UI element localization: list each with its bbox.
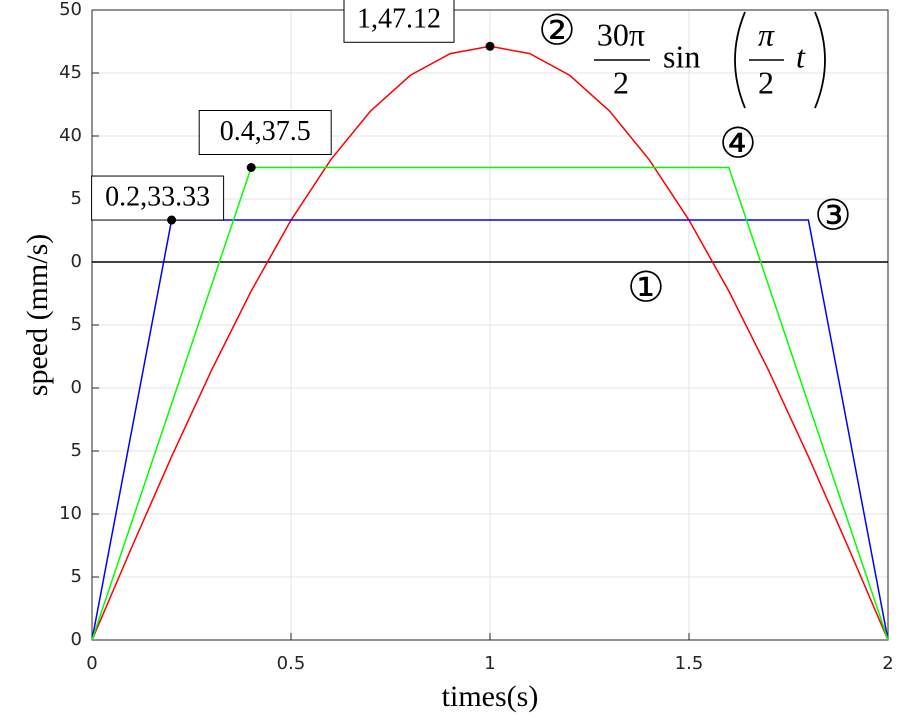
y-tick-label: 5: [71, 566, 82, 587]
formula-variable: t: [796, 38, 806, 74]
annotation-box: [91, 175, 225, 221]
y-tick-label: 45: [59, 62, 82, 83]
x-axis-label: times(s): [442, 680, 539, 713]
formula-inner-numerator: π: [758, 16, 775, 52]
paren-left: [734, 11, 746, 109]
formula: 30π 2 sin π 2 t: [594, 11, 826, 109]
annotation-box: [198, 110, 332, 155]
y-tick-label: 10: [59, 503, 82, 524]
annotation-label: 1,47.12: [357, 4, 441, 35]
x-tick-label: 0: [86, 653, 97, 674]
x-tick-label: 0.5: [277, 653, 306, 674]
annotation-point: [246, 163, 256, 172]
y-tick-label: 50: [59, 0, 82, 20]
series-label: ①: [627, 266, 665, 312]
paren-right: [814, 11, 826, 109]
y-tick-label: 40: [59, 125, 82, 146]
annotation-label: 0.2,33.33: [105, 181, 210, 212]
axes-box: [91, 9, 889, 641]
series-label: ②: [538, 9, 576, 55]
y-tick-label: 0: [71, 629, 82, 650]
series-label: ④: [719, 122, 757, 168]
annotation-box: [343, 0, 455, 43]
formula-inner-denominator: 2: [758, 64, 774, 100]
formula-denominator: 2: [613, 64, 629, 100]
formula-numerator: 30π: [597, 16, 645, 52]
series-line: [91, 219, 889, 641]
x-tick-label: 2: [882, 653, 893, 674]
formula-function: sin: [663, 38, 700, 74]
x-tick-label: 1.5: [675, 653, 704, 674]
y-label-background: [22, 165, 70, 465]
annotation-point: [167, 215, 177, 225]
y-axis-label: speed (mm/s): [21, 234, 54, 396]
series-label: ③: [814, 194, 852, 240]
series-line: [91, 166, 889, 641]
annotation-label: 0.4,37.5: [220, 116, 311, 147]
x-tick-label: 1: [484, 653, 495, 674]
annotation-point: [485, 41, 495, 51]
